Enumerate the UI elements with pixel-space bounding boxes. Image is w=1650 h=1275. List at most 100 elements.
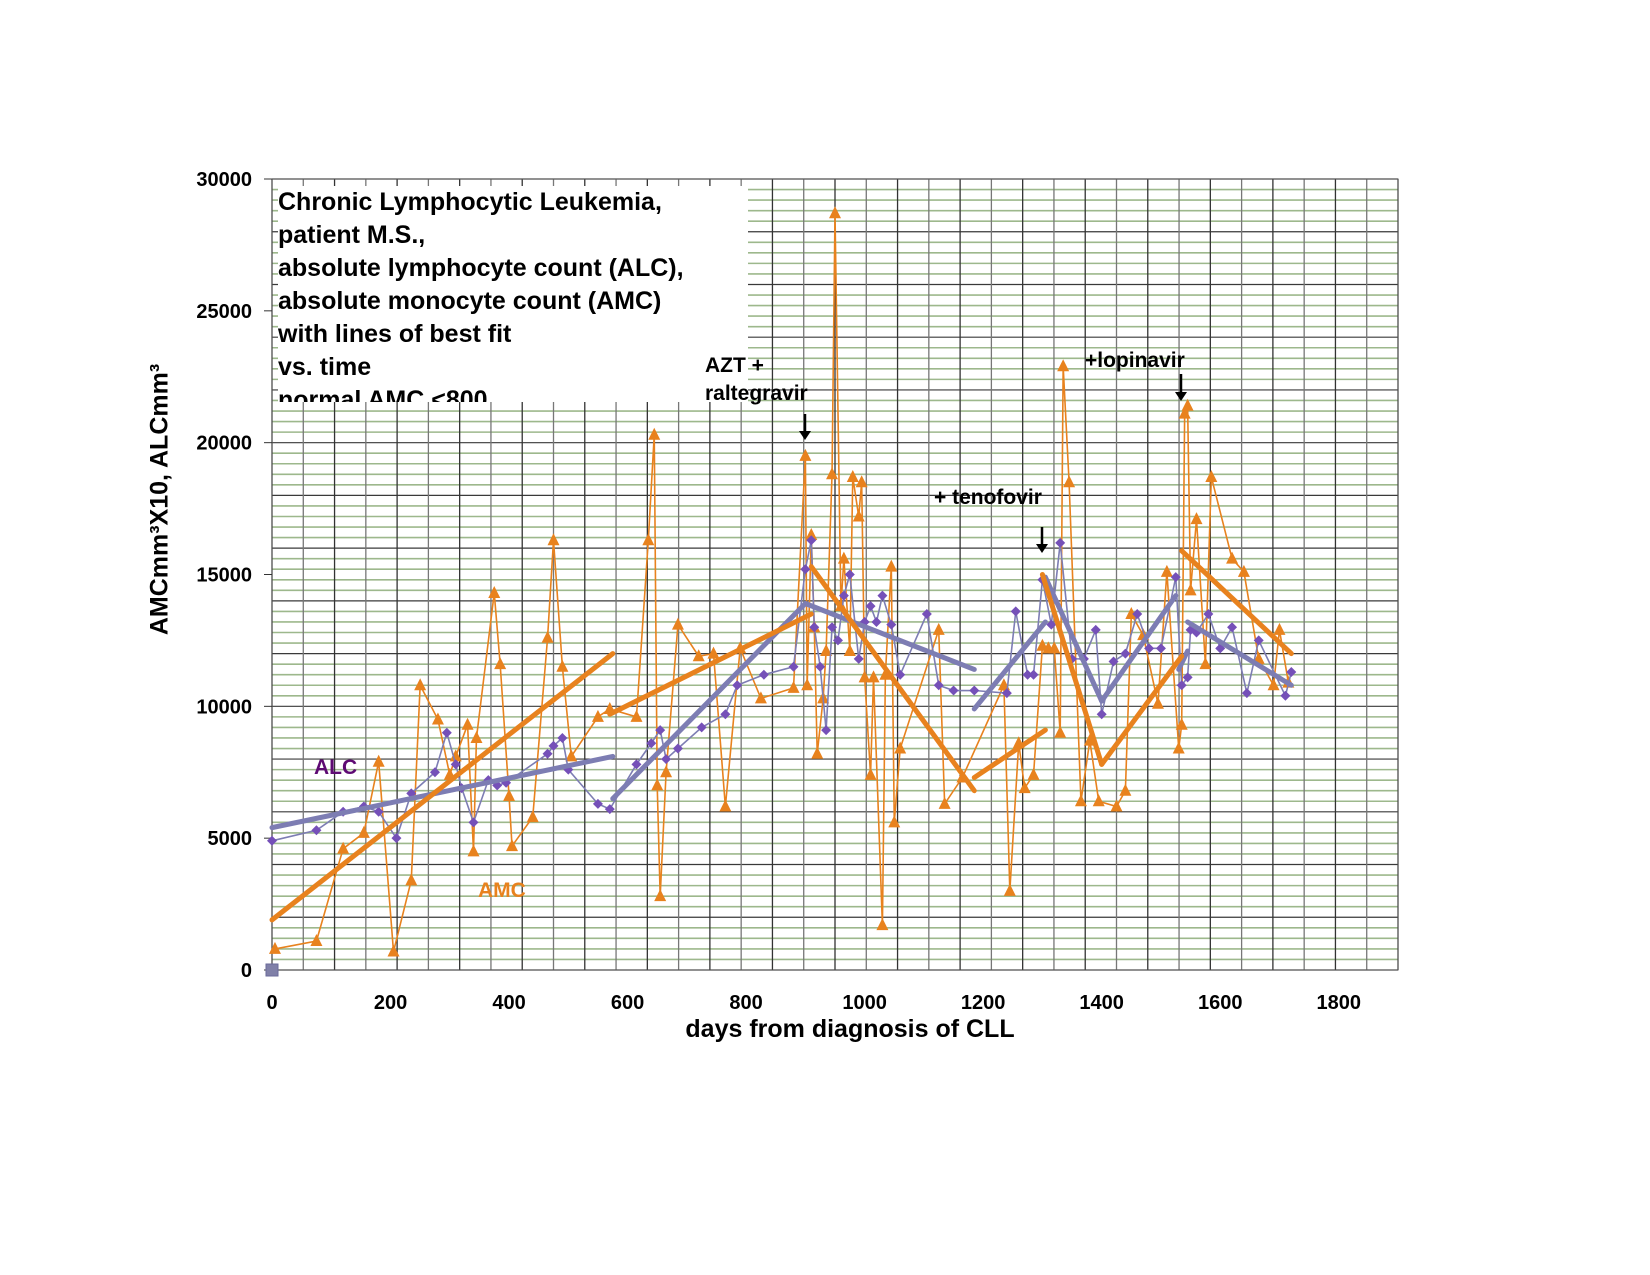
amc-fit-line: [808, 564, 977, 794]
amc-data-point: [526, 810, 539, 823]
amc-data-point: [660, 765, 673, 778]
alc-data-point: [646, 738, 657, 749]
amc-data-point: [858, 670, 871, 683]
amc-data-point: [852, 509, 865, 522]
annotation-line: + tenofovir: [934, 486, 1042, 509]
alc-data-point: [373, 806, 384, 817]
amc-data-point: [1184, 583, 1197, 596]
x-tick-label: 200: [374, 992, 407, 1014]
alc-fit-line: [610, 601, 808, 802]
alc-data-point: [267, 835, 277, 846]
amc-data-point: [1160, 564, 1173, 577]
amc-data-point: [829, 206, 841, 219]
alc-data-point: [1010, 606, 1021, 617]
amc-data-point: [431, 712, 444, 725]
amc-data-point: [1119, 783, 1132, 796]
amc-series-line: [274, 213, 1290, 952]
alc-data-point: [853, 653, 864, 664]
amc-data-point: [565, 749, 578, 762]
alc-data-point: [871, 616, 882, 627]
alc-series: [267, 535, 1297, 846]
amc-data-point: [1027, 767, 1040, 780]
amc-data-point: [1048, 641, 1061, 654]
amc-data-point: [855, 475, 868, 488]
alc-data-point: [1132, 609, 1143, 620]
amc-data-point: [1018, 781, 1031, 794]
amc-data-point: [405, 873, 418, 886]
alc-data-point: [877, 590, 888, 601]
alc-fit-line: [1042, 574, 1105, 704]
amc-data-point: [357, 825, 370, 838]
annotation-line: AZT +: [705, 354, 764, 377]
alc-data-point: [1280, 690, 1291, 701]
alc-data-point: [631, 759, 642, 770]
amc-data-point: [494, 657, 507, 670]
alc-data-point: [468, 817, 479, 828]
amc-data-point: [811, 746, 824, 759]
amc-data-point: [888, 815, 901, 828]
alc-data-point: [827, 622, 838, 633]
annotation-tenofovir: + tenofovir: [934, 484, 1042, 512]
x-tick-label: 1400: [1079, 992, 1124, 1014]
title-line: Chronic Lymphocytic Leukemia,: [278, 188, 662, 216]
amc-data-point: [1237, 564, 1250, 577]
x-tick-label: 1800: [1316, 992, 1361, 1014]
alc-data-point: [1055, 537, 1066, 548]
alc-data-point: [1120, 648, 1131, 659]
alc-data-point: [1203, 609, 1214, 620]
amc-data-point: [846, 469, 859, 482]
alc-data-point: [1144, 643, 1155, 654]
alc-fit-line: [1099, 593, 1179, 704]
chart-title: Chronic Lymphocytic Leukemia, patient M.…: [278, 186, 748, 402]
alc-data-point: [1096, 709, 1107, 720]
alc-series-label: ALC: [314, 756, 358, 779]
amc-data-point: [556, 659, 569, 672]
alc-data-point: [1286, 667, 1297, 678]
amc-data-point: [488, 585, 501, 598]
amc-data-point: [801, 678, 814, 691]
alc-data-point: [696, 722, 707, 733]
alc-data-point: [844, 569, 855, 580]
amc-data-point: [1273, 622, 1286, 635]
amc-data-point: [1172, 741, 1185, 754]
amc-data-point: [820, 643, 833, 656]
amc-data-point: [805, 527, 818, 540]
amc-data-point: [1205, 469, 1218, 482]
alc-data-point: [1155, 643, 1166, 654]
amc-data-point: [547, 533, 560, 546]
annotation-line: raltegravir: [705, 382, 808, 405]
origin-marker: [265, 963, 279, 977]
alc-data-point: [1182, 672, 1193, 683]
amc-fit-line: [1039, 572, 1105, 767]
x-tick-label: 1600: [1198, 992, 1243, 1014]
alc-data-point: [821, 725, 832, 736]
amc-data-point: [754, 691, 767, 704]
amc-data-point: [648, 427, 661, 440]
amc-data-point: [506, 839, 519, 852]
amc-data-point: [268, 941, 281, 954]
amc-data-point: [787, 680, 800, 693]
alc-data-point: [661, 754, 672, 765]
amc-data-point: [470, 730, 483, 743]
alc-data-point: [1022, 669, 1033, 680]
alc-data-point: [1170, 572, 1181, 583]
alc-data-point: [933, 680, 944, 691]
x-tick-labels: 0 200 400 600 800 1000 1200 1400 1600 1800: [266, 992, 1361, 1014]
alc-data-point: [921, 609, 932, 620]
alc-fit-line: [1176, 648, 1191, 672]
amc-data-point: [1074, 794, 1087, 807]
amc-data-point: [1054, 725, 1067, 738]
amc-data-point: [1110, 799, 1123, 812]
amc-data-point: [1190, 512, 1203, 525]
amc-fit-line: [1099, 653, 1185, 767]
amc-data-point: [503, 788, 516, 801]
amc-series-label: AMC: [478, 879, 526, 902]
amc-data-point: [1181, 398, 1194, 411]
amc-data-point: [449, 749, 462, 762]
alc-data-point: [948, 685, 959, 696]
title-line: absolute lymphocyte count (ALC),: [278, 254, 684, 282]
arrow-head-icon: [1175, 392, 1187, 401]
y-tick-label: 20000: [196, 433, 252, 455]
amc-data-point: [1092, 794, 1105, 807]
